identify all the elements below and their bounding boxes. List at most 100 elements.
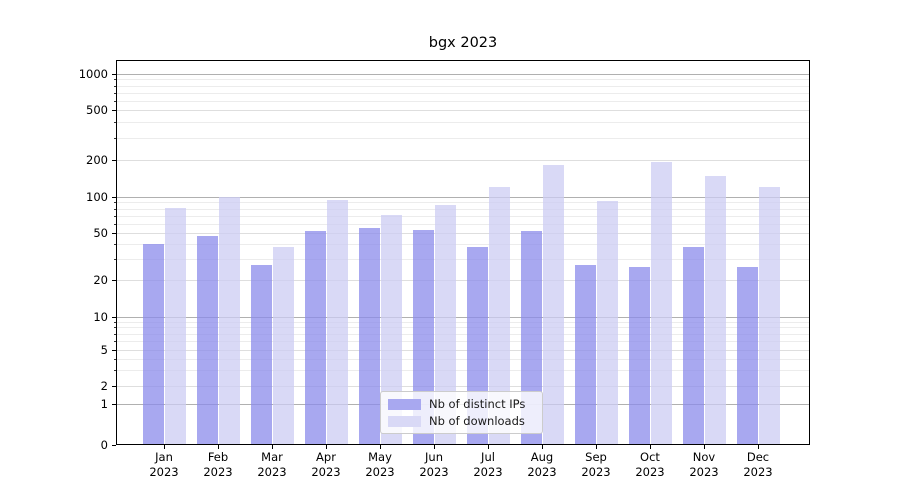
y-tick-label: 500 (86, 103, 108, 117)
y-gridline (117, 386, 809, 387)
x-tick (758, 445, 759, 449)
x-tick (218, 445, 219, 449)
bar-distinct-ips-mar (250, 264, 272, 444)
y-gridline-minor (117, 327, 809, 329)
bar-downloads-sep (596, 200, 618, 444)
bar-distinct-ips-dec (736, 266, 758, 444)
y-tick-minor (114, 223, 116, 225)
y-tick-minor (114, 358, 116, 360)
bar-downloads-feb (218, 197, 240, 444)
y-tick-label: 10 (93, 309, 108, 324)
bar-downloads-jun (434, 205, 456, 444)
x-label-month: Nov (692, 450, 716, 464)
bar-distinct-ips-apr (304, 230, 326, 444)
x-label-month: Apr (316, 450, 336, 464)
x-label-year: 2023 (311, 464, 341, 479)
y-tick-label: 200 (86, 152, 108, 167)
y-tick (112, 74, 116, 75)
x-label-month: Oct (640, 450, 660, 464)
x-label-year: 2023 (203, 464, 233, 479)
y-gridline (117, 233, 809, 234)
bar-distinct-ips-jan (142, 244, 164, 444)
x-label-month: Mar (261, 450, 283, 464)
bar-distinct-ips-feb (196, 236, 218, 444)
x-label-month: Dec (746, 450, 770, 464)
y-gridline-minor (117, 208, 809, 210)
y-tick (112, 110, 116, 111)
y-tick-minor (114, 321, 116, 323)
y-tick-minor (114, 370, 116, 372)
y-tick (112, 350, 116, 351)
y-gridline (117, 350, 809, 351)
legend-label-distinct-ips: Nb of distinct IPs (429, 397, 526, 411)
x-label-month: Jul (481, 450, 495, 464)
y-gridline-minor (117, 341, 809, 343)
y-tick (112, 159, 116, 161)
y-gridline (117, 110, 809, 111)
x-tick (650, 445, 651, 449)
x-tick-label: Feb 2023 (188, 450, 248, 479)
y-tick-minor (114, 85, 116, 87)
bar-downloads-apr (326, 199, 348, 444)
y-tick (112, 445, 116, 446)
y-gridline-minor (117, 358, 809, 360)
x-label-year: 2023 (581, 464, 611, 479)
bar-downloads-oct (650, 162, 672, 444)
bar-downloads-jul (488, 186, 510, 444)
y-gridline-minor (117, 122, 809, 124)
bar-distinct-ips-nov (682, 247, 704, 444)
y-tick-minor (114, 202, 116, 204)
y-tick-label: 0 (100, 438, 108, 452)
x-label-month: Jan (155, 450, 173, 464)
bar-downloads-mar (272, 247, 294, 444)
x-label-month: Feb (207, 450, 229, 464)
bar-distinct-ips-oct (628, 266, 650, 444)
x-tick (488, 445, 489, 449)
x-tick-label: Aug 2023 (512, 450, 572, 479)
y-tick-label: 1000 (78, 67, 108, 81)
y-tick-label: 1 (100, 397, 108, 411)
y-tick-minor (114, 244, 116, 246)
y-tick (112, 197, 116, 198)
x-tick-label: Jul 2023 (458, 450, 518, 479)
y-tick-minor (114, 259, 116, 261)
y-gridline-minor (117, 333, 809, 335)
legend-item-downloads: Nb of downloads (388, 414, 535, 428)
y-gridline-minor (117, 202, 809, 204)
y-gridline (117, 159, 809, 161)
y-gridline-minor (117, 79, 809, 81)
x-tick-label: Dec 2023 (728, 450, 788, 479)
y-gridline-minor (117, 244, 809, 246)
x-tick-label: Apr 2023 (296, 450, 356, 479)
y-gridline-minor (117, 259, 809, 261)
y-tick-minor (114, 333, 116, 335)
y-tick-label: 50 (93, 226, 108, 240)
x-tick (326, 445, 327, 449)
y-tick-label: 100 (86, 190, 108, 204)
x-tick-label: Jan 2023 (134, 450, 194, 479)
y-tick-minor (114, 215, 116, 217)
x-label-month: Sep (585, 450, 607, 464)
y-gridline-minor (117, 85, 809, 87)
bar-downloads-jan (164, 207, 186, 444)
x-label-year: 2023 (365, 464, 395, 479)
y-tick-minor (114, 79, 116, 81)
x-tick (164, 445, 165, 449)
y-tick-minor (114, 208, 116, 210)
bar-downloads-nov (704, 175, 726, 444)
y-gridline (117, 74, 809, 75)
y-gridline-minor (117, 223, 809, 225)
bar-distinct-ips-may (358, 228, 380, 444)
x-label-year: 2023 (473, 464, 503, 479)
x-label-year: 2023 (689, 464, 719, 479)
x-tick-label: Mar 2023 (242, 450, 302, 479)
legend-item-distinct-ips: Nb of distinct IPs (388, 397, 535, 411)
y-tick-minor (114, 92, 116, 94)
x-label-year: 2023 (527, 464, 557, 479)
x-tick-label: May 2023 (350, 450, 410, 479)
y-tick (112, 386, 116, 387)
bar-downloads-aug (542, 164, 564, 444)
y-gridline-minor (117, 137, 809, 139)
x-label-year: 2023 (149, 464, 179, 479)
